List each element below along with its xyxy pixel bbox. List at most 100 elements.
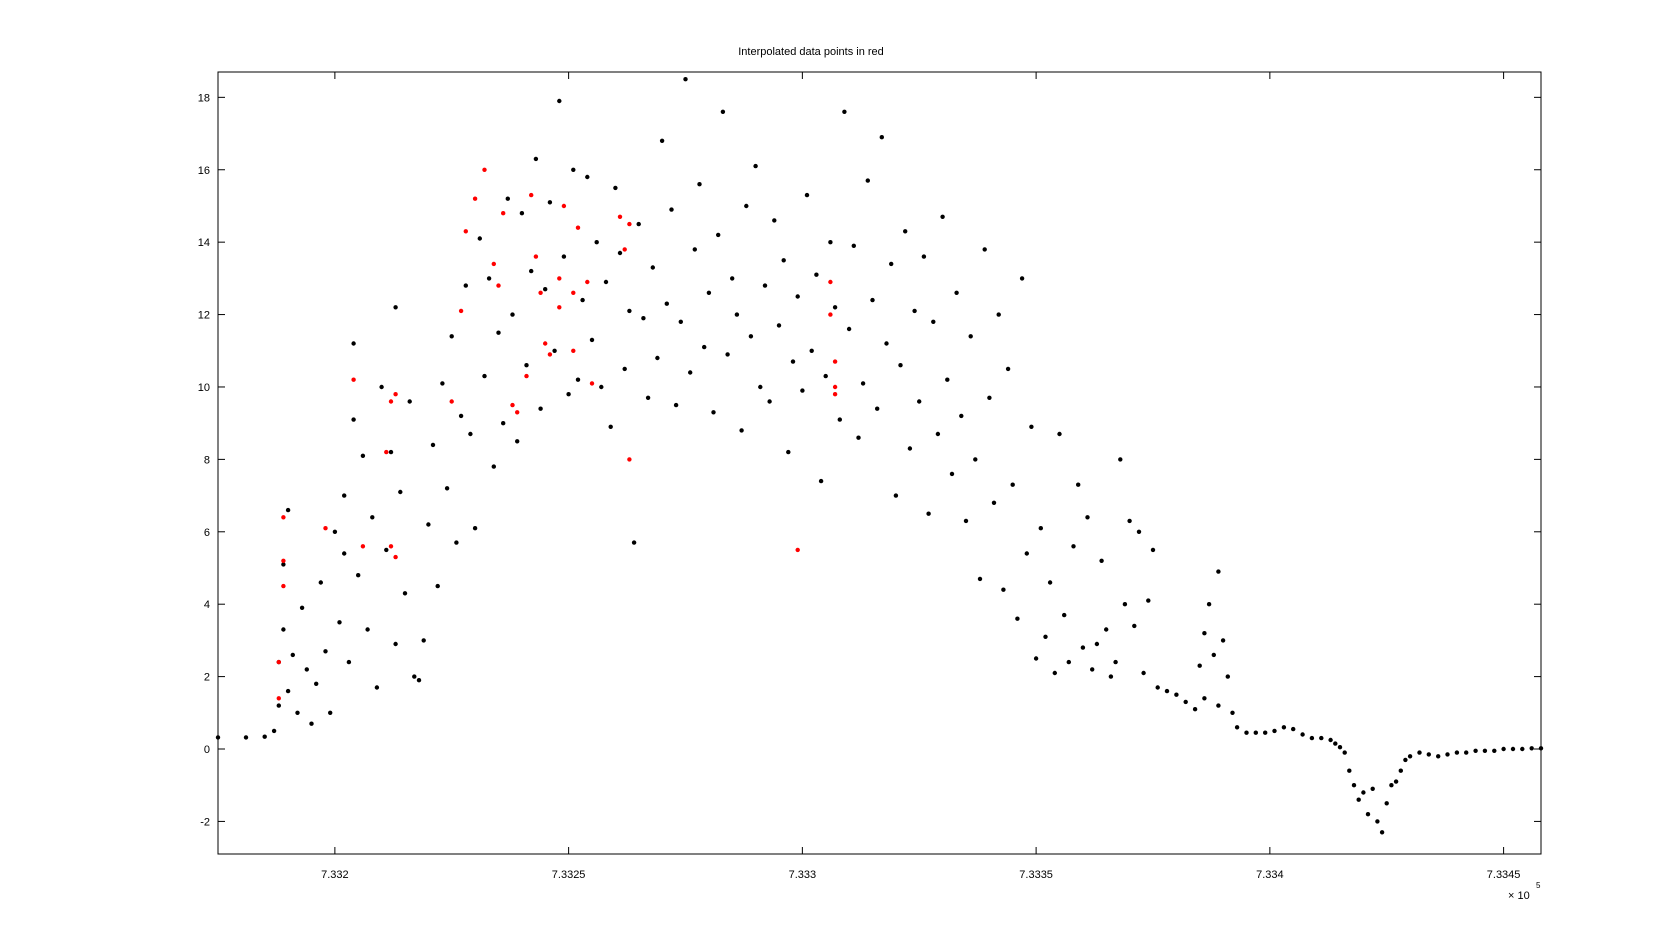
interpolated-data-point xyxy=(622,247,627,252)
data-point xyxy=(346,659,352,665)
data-point xyxy=(1206,602,1212,607)
interpolated-data-point xyxy=(627,221,632,227)
interpolated-data-point xyxy=(393,392,398,397)
x-tick-label: 7.332 xyxy=(321,869,349,881)
data-point xyxy=(1351,783,1357,788)
data-point xyxy=(374,685,380,690)
interpolated-data-point xyxy=(472,196,478,201)
data-point xyxy=(599,384,604,390)
data-point xyxy=(683,77,688,82)
data-point xyxy=(823,373,828,379)
data-point xyxy=(486,276,492,281)
interpolated-data-point xyxy=(828,312,833,317)
data-point xyxy=(1080,645,1086,650)
data-point xyxy=(290,652,295,658)
interpolated-data-point xyxy=(281,515,286,520)
data-point xyxy=(1300,732,1305,737)
data-point xyxy=(1492,748,1497,753)
data-point xyxy=(351,341,356,346)
interpolated-data-point xyxy=(529,192,534,198)
data-point xyxy=(1118,457,1123,462)
data-point xyxy=(1529,746,1534,751)
data-point xyxy=(1183,699,1188,705)
data-point xyxy=(421,638,426,643)
data-point xyxy=(954,290,959,295)
data-point xyxy=(533,156,539,162)
x-exponent-label: × 10 xyxy=(1508,890,1530,902)
data-point xyxy=(281,627,286,632)
data-point xyxy=(215,735,221,740)
interpolated-data-point xyxy=(557,305,562,310)
data-point xyxy=(973,457,978,462)
interpolated-data-point xyxy=(515,410,520,415)
interpolated-data-point xyxy=(360,544,366,549)
data-point xyxy=(463,283,468,288)
data-point xyxy=(828,240,833,245)
data-point xyxy=(402,591,408,596)
interpolated-data-point xyxy=(388,399,394,404)
data-points xyxy=(215,77,1544,835)
y-tick-label: 10 xyxy=(198,382,210,394)
data-point xyxy=(393,305,398,310)
data-point xyxy=(342,551,347,556)
data-point xyxy=(1234,725,1240,730)
interpolated-data-point xyxy=(351,377,356,382)
interpolated-data-point xyxy=(276,696,281,701)
data-point xyxy=(1436,754,1441,759)
data-point xyxy=(328,710,333,715)
data-point xyxy=(917,399,922,404)
data-point xyxy=(285,688,291,694)
data-point xyxy=(1520,746,1525,752)
data-point xyxy=(1010,482,1015,487)
data-point xyxy=(1426,752,1432,757)
interpolated-data-point xyxy=(384,449,389,455)
plot-area: 7.332 7.3325 7.333 7.3335 7.334 7.3345 -2 0 2 4 6… xyxy=(198,71,1544,881)
data-point xyxy=(1174,692,1179,697)
data-point xyxy=(1319,735,1324,741)
data-point xyxy=(832,305,838,310)
data-point xyxy=(1473,748,1478,753)
x-axis: 7.332 7.3325 7.333 7.3335 7.334 7.3345 xyxy=(321,72,1520,881)
interpolated-data-point xyxy=(491,261,496,267)
data-point xyxy=(991,500,997,505)
y-tick-label: 2 xyxy=(204,672,210,684)
interpolated-data-point xyxy=(575,225,581,230)
data-point xyxy=(299,605,305,610)
data-point xyxy=(304,667,309,672)
data-point xyxy=(1164,688,1170,694)
data-point xyxy=(1136,529,1142,534)
data-point xyxy=(515,439,520,444)
interpolated-data-point xyxy=(458,308,464,314)
data-point xyxy=(706,290,712,295)
data-point xyxy=(781,258,786,263)
data-point xyxy=(496,330,501,335)
data-point xyxy=(809,348,814,353)
data-point xyxy=(945,377,950,382)
data-point xyxy=(1085,515,1090,520)
data-point xyxy=(538,406,543,411)
y-tick-label: 4 xyxy=(204,599,210,611)
data-point xyxy=(1291,726,1296,732)
data-point xyxy=(744,203,749,209)
data-point xyxy=(631,540,637,545)
data-point xyxy=(477,236,482,241)
data-point xyxy=(603,279,609,285)
data-point xyxy=(356,573,361,578)
data-point xyxy=(393,641,398,647)
y-tick-label: 6 xyxy=(204,527,210,539)
interpolated-data-point xyxy=(276,659,281,665)
data-point xyxy=(1375,819,1380,824)
data-point xyxy=(524,363,529,368)
data-point xyxy=(1407,754,1413,759)
interpolated-data-point xyxy=(828,279,833,285)
data-point xyxy=(1244,730,1249,735)
data-point xyxy=(1211,652,1217,658)
data-point xyxy=(314,681,319,686)
data-point xyxy=(1043,634,1048,639)
data-point xyxy=(758,384,763,390)
data-point xyxy=(617,250,623,256)
data-point xyxy=(982,247,987,252)
data-point xyxy=(1132,623,1137,629)
data-point xyxy=(1445,752,1450,757)
data-point xyxy=(725,352,730,357)
